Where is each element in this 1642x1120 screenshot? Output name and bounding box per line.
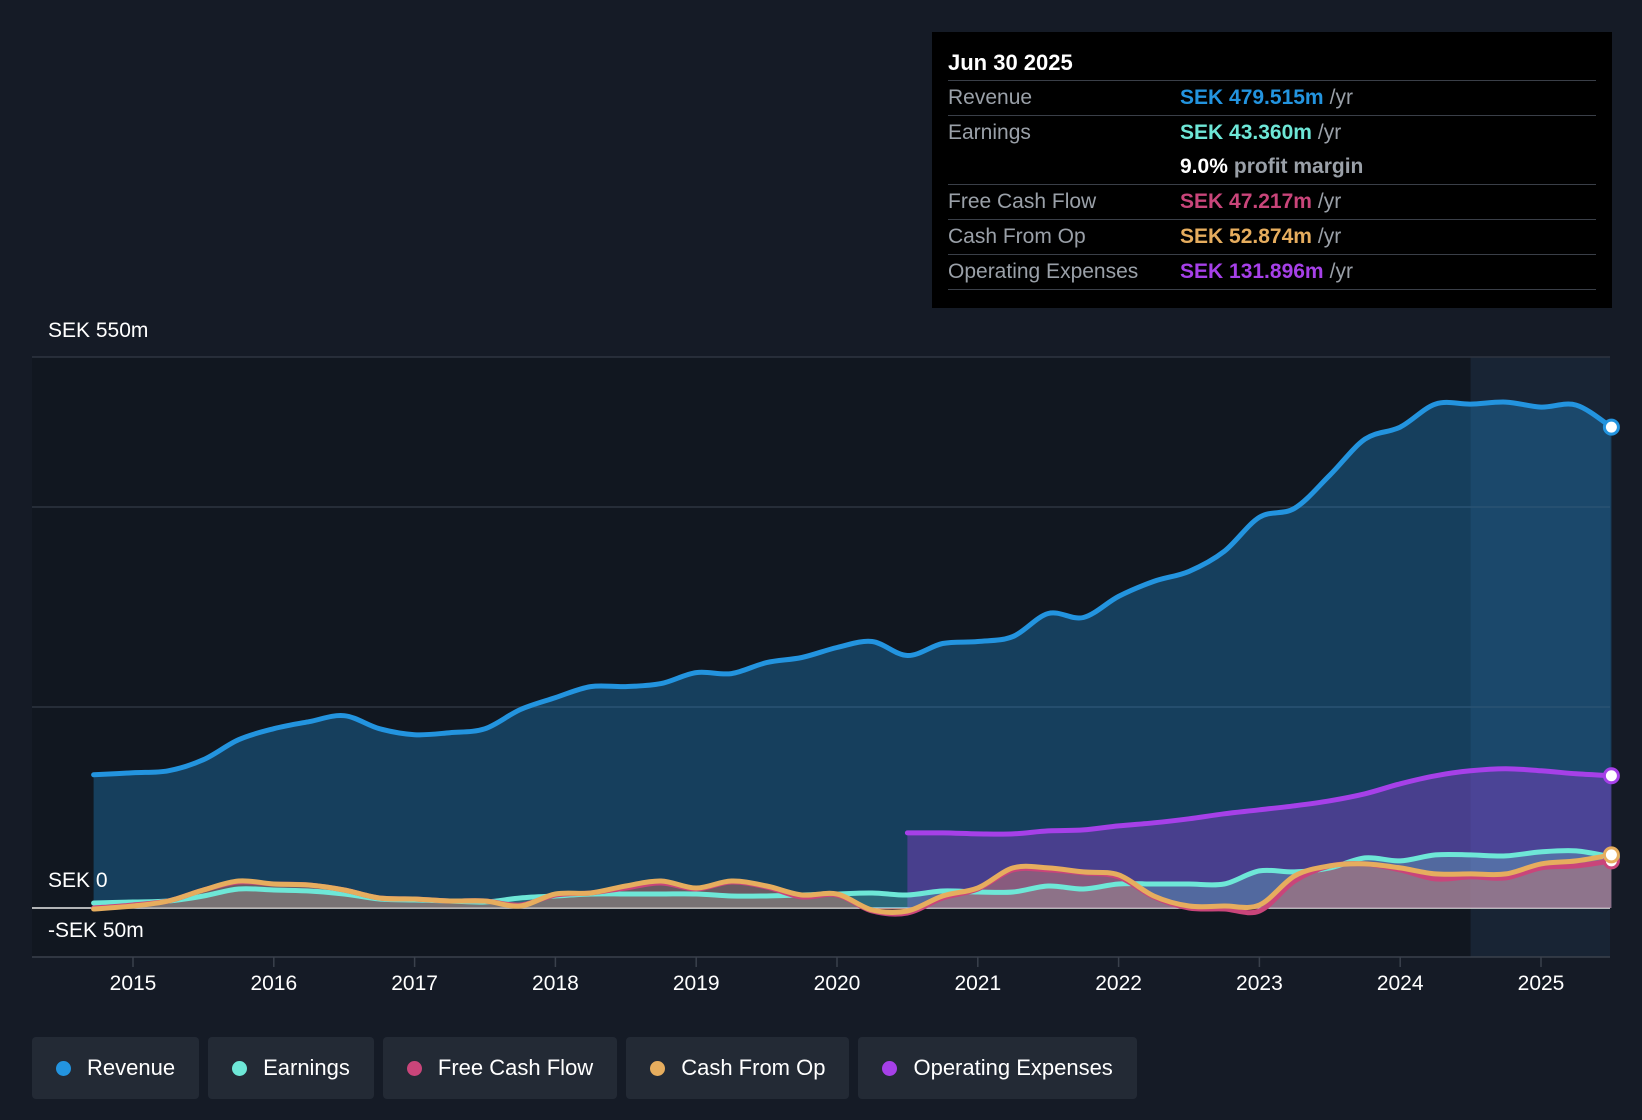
x-tick-label: 2024 (1377, 972, 1424, 995)
tooltip-date: Jun 30 2025 (948, 46, 1596, 81)
tooltip-row-earnings: Earnings SEK 43.360m /yr (948, 116, 1596, 150)
y-tick-label: -SEK 50m (48, 919, 144, 942)
legend-label: Operating Expenses (913, 1055, 1113, 1080)
tooltip-unit: /yr (1317, 121, 1342, 144)
tooltip-value: SEK 52.874m (1180, 225, 1312, 248)
tooltip-label (948, 150, 1180, 184)
tooltip-unit: profit margin (1233, 155, 1364, 178)
revenue-area (93, 402, 1612, 908)
revenue-dot-icon (56, 1060, 71, 1076)
legend-label: Cash From Op (681, 1055, 826, 1080)
free-cash-flow-dot-icon (406, 1060, 422, 1076)
legend: Revenue Earnings Free Cash Flow Cash Fro… (32, 1037, 1146, 1099)
tooltip-value: SEK 479.515m (1180, 86, 1324, 109)
tooltip: Jun 30 2025 Revenue SEK 479.515m /yr Ear… (932, 32, 1612, 308)
x-tick-label: 2025 (1518, 972, 1565, 995)
legend-item-free-cash-flow[interactable]: Free Cash Flow (382, 1037, 618, 1099)
operating-expenses-dot-icon (882, 1060, 898, 1076)
x-tick-label: 2022 (1095, 972, 1142, 995)
revenue-line (91, 399, 1614, 778)
cash-from-op-endpoint (1602, 846, 1620, 864)
legend-item-revenue[interactable]: Revenue (32, 1037, 200, 1099)
x-tick-label: 2015 (110, 972, 157, 995)
revenue-endpoint (1602, 418, 1620, 436)
tooltip-row-cash-from-op: Cash From Op SEK 52.874m /yr (948, 220, 1596, 255)
operating-expenses-line (904, 766, 1614, 837)
tooltip-unit: /yr (1329, 86, 1353, 109)
y-tick-label: SEK 550m (48, 319, 148, 342)
tooltip-label: Free Cash Flow (948, 190, 1097, 213)
y-tick-label: SEK 0 (48, 869, 108, 892)
tooltip-row-free-cash-flow: Free Cash Flow SEK 47.217m /yr (948, 185, 1596, 220)
legend-label: Earnings (263, 1055, 350, 1080)
tooltip-unit: /yr (1317, 190, 1342, 213)
tooltip-label: Earnings (948, 121, 1031, 144)
x-tick-label: 2023 (1236, 972, 1283, 995)
x-tick-label: 2020 (814, 972, 861, 995)
cash-from-op-line (91, 852, 1614, 915)
tooltip-label: Cash From Op (948, 225, 1086, 248)
legend-label: Free Cash Flow (437, 1055, 594, 1080)
earnings-dot-icon (232, 1060, 248, 1076)
operating-expenses-endpoint (1602, 767, 1620, 785)
earnings-line (91, 848, 1614, 906)
legend-item-cash-from-op[interactable]: Cash From Op (626, 1037, 850, 1099)
tooltip-value: SEK 47.217m (1180, 190, 1312, 213)
tooltip-label: Operating Expenses (948, 260, 1139, 283)
chart: SEK 550m SEK 0 -SEK 50m 2015 2016 2017 2018 20… (32, 319, 1620, 995)
x-tick-label: 2021 (954, 972, 1001, 995)
legend-item-earnings[interactable]: Earnings (208, 1037, 374, 1099)
tooltip-unit: /yr (1317, 225, 1342, 248)
x-tick-label: 2017 (391, 972, 438, 995)
legend-item-operating-expenses[interactable]: Operating Expenses (858, 1037, 1137, 1099)
tooltip-value: 9.0% (1180, 155, 1228, 178)
tooltip-row-revenue: Revenue SEK 479.515m /yr (948, 81, 1596, 116)
tooltip-label: Revenue (948, 86, 1033, 109)
x-tick-label: 2016 (250, 972, 297, 995)
x-tick-label: 2019 (673, 972, 720, 995)
tooltip-value: SEK 43.360m (1180, 121, 1312, 144)
cash-from-op-dot-icon (650, 1060, 666, 1076)
legend-label: Revenue (87, 1055, 176, 1080)
tooltip-row-operating-expenses: Operating Expenses SEK 131.896m /yr (948, 255, 1596, 290)
tooltip-unit: /yr (1329, 260, 1353, 283)
tooltip-value: SEK 131.896m (1180, 260, 1324, 283)
earnings-area (93, 850, 1612, 908)
x-tick-label: 2018 (532, 972, 579, 995)
tooltip-row-profit-margin: 9.0% profit margin (948, 150, 1596, 185)
